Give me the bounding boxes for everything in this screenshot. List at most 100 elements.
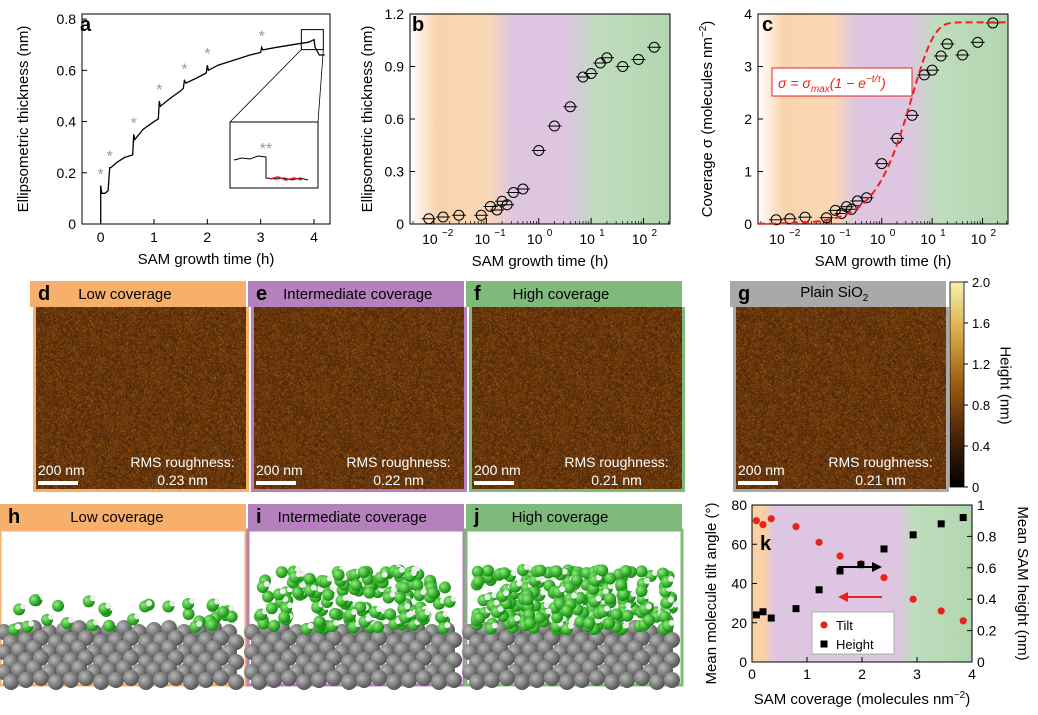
rms-e: RMS roughness: 0.22 nm [346, 454, 451, 488]
panel-b-ytick-label: 0 [396, 216, 404, 232]
sam-hydrogen [651, 569, 658, 576]
panel-a-xlabel: SAM growth time (h) [138, 251, 275, 268]
sam-atom [268, 619, 281, 632]
sam-atom [438, 581, 451, 594]
panel-b-xtick-label: 10 [475, 231, 491, 247]
panel-b-xtick-exp: 0 [547, 228, 553, 239]
panel-b-xtick-exp: 2 [652, 228, 658, 239]
panel-k-tilt-point [792, 522, 800, 531]
panel-c-ylabel: Coverage σ (molecules nm−2) [698, 21, 716, 218]
substrate-atom [33, 670, 49, 686]
sam-hydrogen [567, 623, 574, 630]
panel-k-xtick-label: 4 [968, 666, 976, 682]
panel-b-xtick-label: 10 [527, 231, 543, 247]
sam-atom [604, 592, 617, 605]
sam-hydrogen [294, 566, 301, 573]
panel-j-label: j [474, 505, 480, 528]
sam-atom [372, 621, 385, 634]
molecular-panel-i [244, 528, 466, 690]
panel-a-star: * [181, 62, 187, 79]
colorbar-tick-label: 0.8 [972, 398, 990, 413]
sam-hydrogen [603, 605, 610, 612]
sam-hydrogen [559, 586, 566, 593]
panel-k-xlabel: SAM coverage (molecules nm−2) [754, 690, 970, 708]
sam-atom [560, 604, 573, 617]
substrate-atom [446, 672, 462, 688]
panel-b-xtick-label: 10 [579, 231, 595, 247]
sam-hydrogen [493, 599, 500, 606]
substrate-atom [386, 674, 402, 690]
panel-c-ytick-label: 0 [744, 216, 752, 232]
substrate-atom [266, 672, 282, 688]
molecular-panel-j [462, 528, 684, 690]
sam-hydrogen [514, 615, 521, 622]
panel-a-frame [81, 13, 331, 225]
sam-atom [182, 607, 195, 620]
sam-hydrogen [607, 582, 614, 589]
panel-g-title: Plain SiO2 [800, 284, 869, 304]
sam-hydrogen [317, 586, 324, 593]
sam-hydrogen [420, 589, 427, 596]
panel-k-tilt-point [937, 607, 945, 615]
scale-bar-g [738, 481, 778, 485]
panel-b-regime-bg [410, 14, 670, 224]
sam-atom [523, 608, 536, 621]
sam-hydrogen [279, 588, 286, 595]
afm-image-intermediate [251, 307, 467, 492]
panel-d-label: d [38, 282, 51, 305]
sam-hydrogen [347, 595, 354, 602]
panel-k-height-point [857, 561, 865, 569]
panel-b-xlabel: SAM growth time (h) [472, 253, 609, 270]
panel-c-label: c [762, 14, 774, 36]
panel-j-title: High coverage [511, 508, 609, 526]
panel-k-ytick-right-label: 0.2 [977, 623, 997, 639]
substrate-atom [213, 670, 229, 686]
sam-hydrogen [307, 622, 314, 629]
panel-k-legend-height: Height [836, 637, 874, 652]
panel-k-height-point [815, 586, 823, 594]
substrate-atom [198, 672, 214, 688]
panel-k-ytick-left-label: 0 [739, 654, 747, 670]
sam-atom [570, 574, 583, 587]
sam-hydrogen [287, 602, 294, 609]
sam-atom [328, 607, 341, 620]
sam-atom [411, 579, 424, 592]
sam-hydrogen [645, 603, 652, 610]
sam-hydrogen [48, 613, 55, 620]
colorbar-tick-label: 0.4 [972, 439, 990, 454]
panel-k-tilt-arrowhead [838, 592, 848, 602]
sam-hydrogen [14, 623, 21, 630]
sam-hydrogen [228, 605, 235, 612]
substrate-atom [341, 674, 357, 690]
panel-b-label: b [412, 14, 425, 36]
sam-hydrogen [398, 566, 405, 573]
substrate-atom [431, 674, 447, 690]
panel-k-height-point [880, 545, 888, 553]
substrate-atom [78, 670, 94, 686]
panel-k-tilt-point [759, 521, 767, 529]
sam-hydrogen [351, 609, 358, 616]
substrate-atom [326, 670, 342, 686]
panel-a-ytick-label: 0.2 [57, 165, 77, 181]
afm-e-texture [254, 307, 464, 489]
sam-atom [332, 568, 345, 581]
sam-atom [103, 619, 116, 632]
panel-a-ytick-label: 0.6 [57, 62, 77, 78]
sam-hydrogen [672, 601, 679, 608]
panel-a-chart: 0 1 2 3 4 0 0.2 0.4 0.6 0.8 SAM growth time (h) Ell… [15, 11, 331, 268]
sam-hydrogen [310, 584, 317, 591]
panel-f-label: f [474, 282, 481, 305]
substrate-atom [499, 670, 515, 686]
sam-hydrogen [602, 588, 609, 595]
sam-hydrogen [540, 589, 547, 596]
sam-atom [574, 615, 587, 628]
panel-k-ylabel-right: Mean SAM height (nm) [1014, 506, 1031, 660]
sam-atom [313, 615, 326, 628]
sam-atom [28, 594, 41, 607]
sam-hydrogen [67, 617, 74, 624]
colorbar-tick-label: 1.6 [972, 316, 990, 331]
substrate-atom [514, 674, 530, 690]
sam-atom [550, 565, 563, 578]
panel-c-xtick-exp: 0 [890, 228, 896, 239]
